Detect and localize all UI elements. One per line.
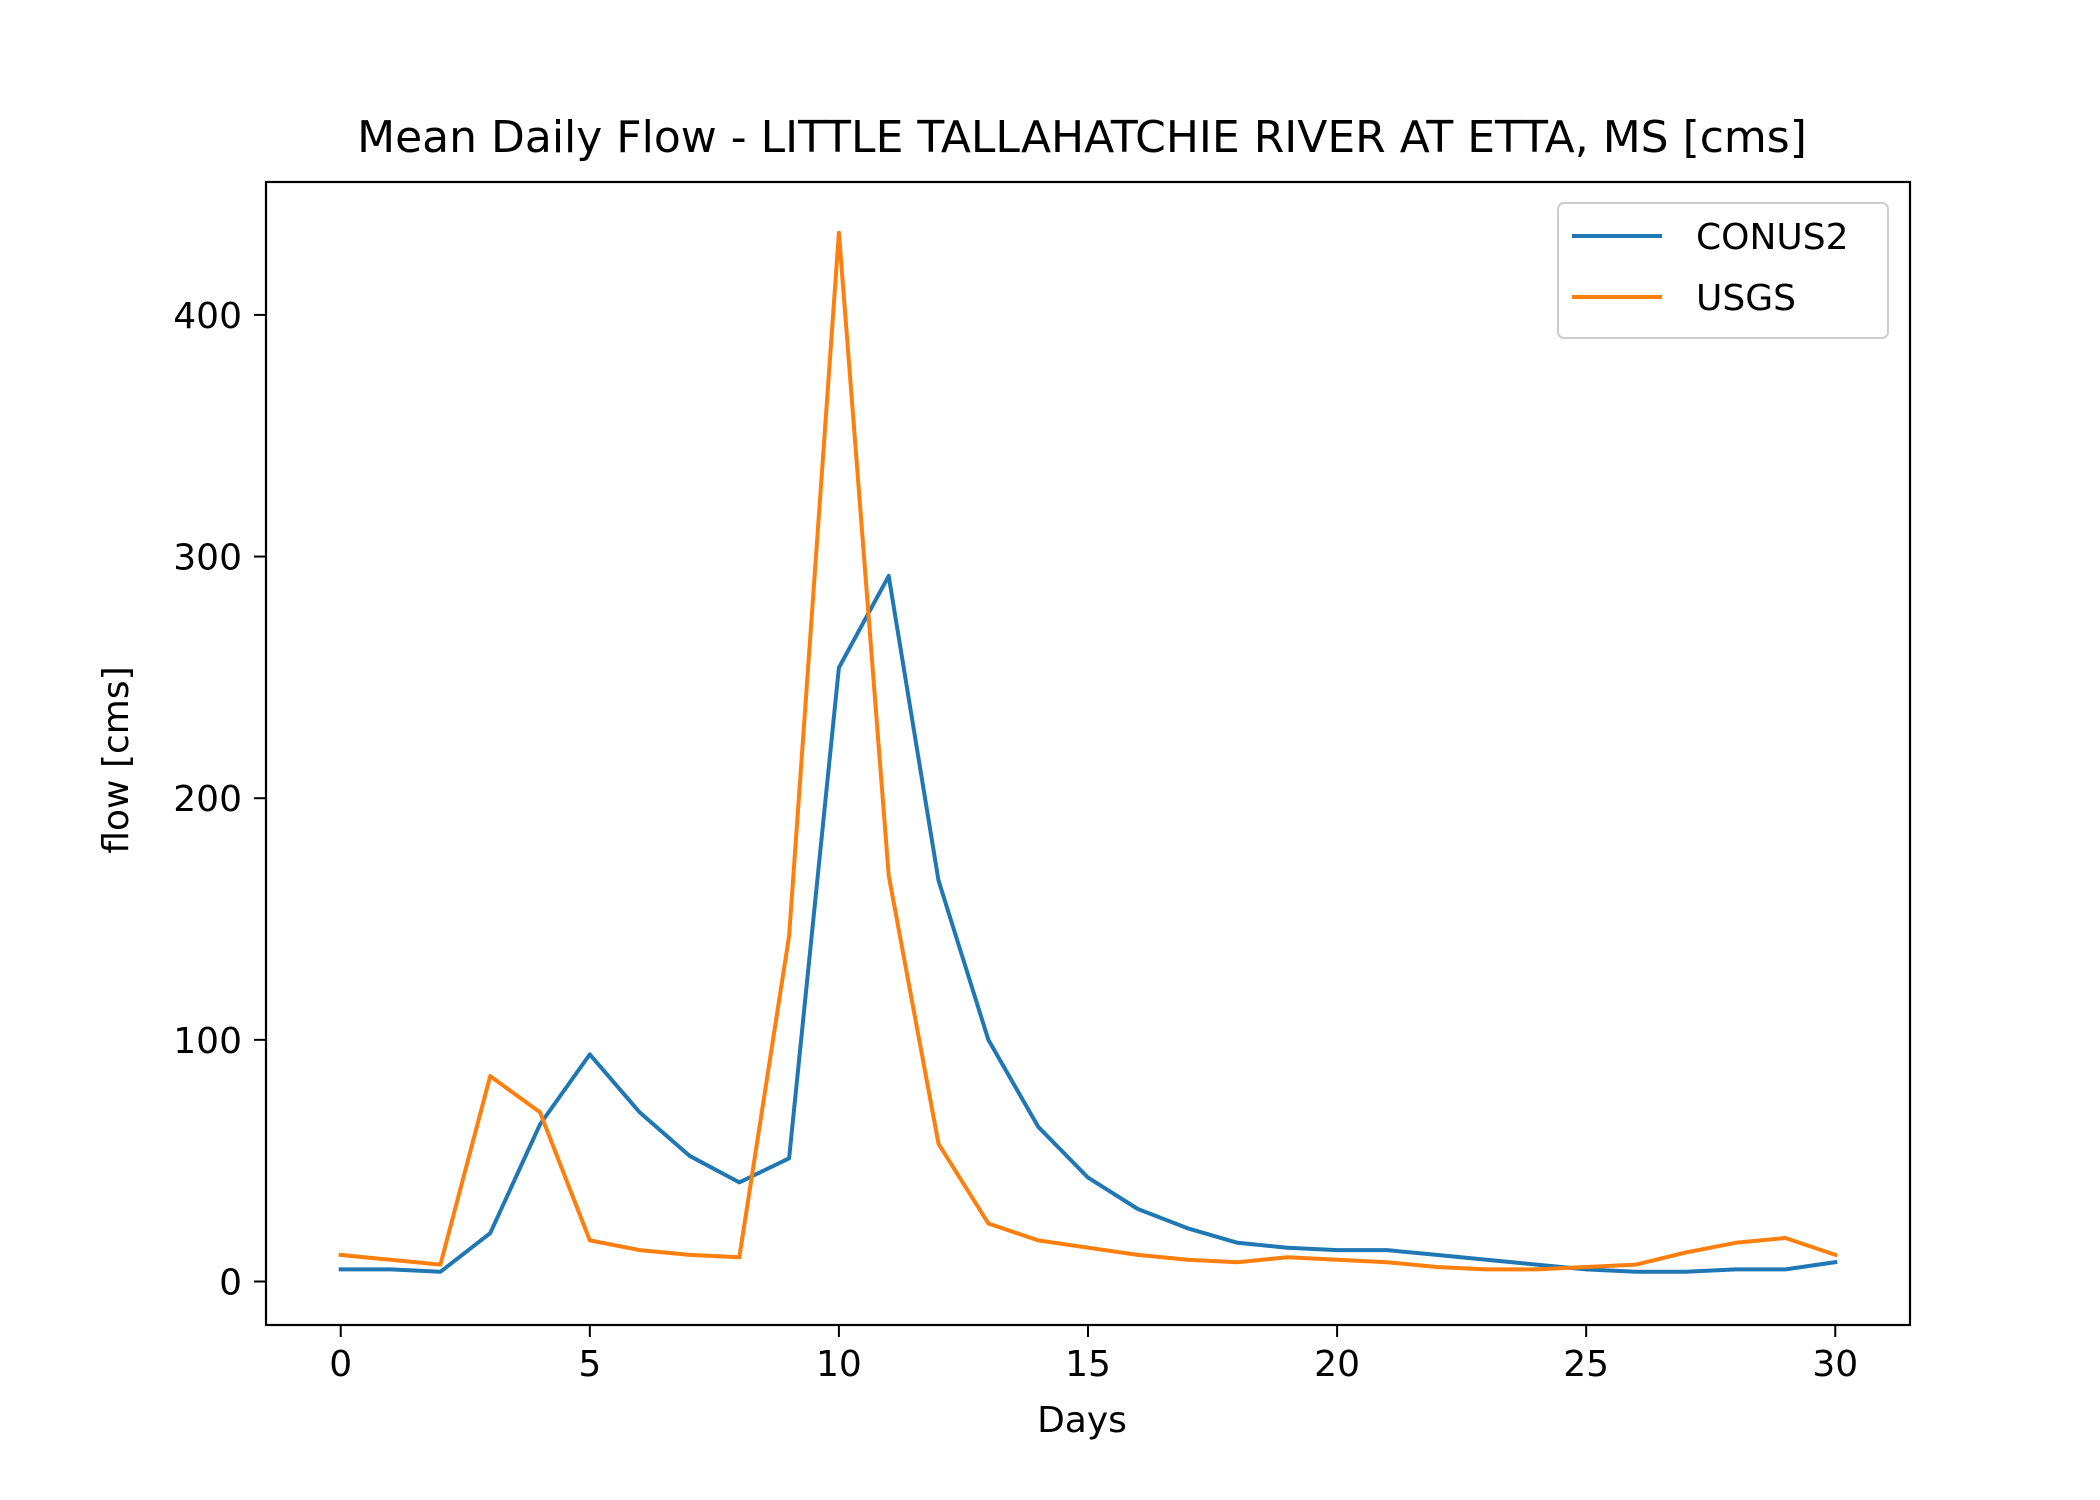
x-tick-label: 30	[1812, 1344, 1858, 1385]
y-tick-label: 300	[173, 538, 242, 579]
x-tick-label: 25	[1563, 1344, 1609, 1385]
y-axis-label: flow [cms]	[96, 666, 137, 853]
plot-frame	[264, 180, 1912, 1327]
x-axis-label: Days	[1037, 1400, 1127, 1441]
x-tick-label: 15	[1065, 1344, 1111, 1385]
series-line-usgs	[338, 230, 1838, 1272]
x-tick-label: 10	[816, 1344, 862, 1385]
chart-title: Mean Daily Flow - LITTLE TALLAHATCHIE RI…	[357, 112, 1807, 163]
y-tick-label: 100	[173, 1021, 242, 1062]
legend-label-usgs: USGS	[1696, 278, 1796, 319]
x-tick-label: 5	[578, 1344, 601, 1385]
y-tick-label: 200	[173, 779, 242, 820]
y-tick-label: 400	[173, 296, 242, 337]
legend-label-conus2: CONUS2	[1696, 217, 1849, 258]
x-tick-label: 0	[329, 1344, 352, 1385]
y-tick-label: 0	[219, 1263, 242, 1304]
series-line-conus2	[338, 573, 1838, 1274]
x-tick-label: 20	[1314, 1344, 1360, 1385]
legend: CONUS2 USGS	[1557, 202, 1889, 339]
